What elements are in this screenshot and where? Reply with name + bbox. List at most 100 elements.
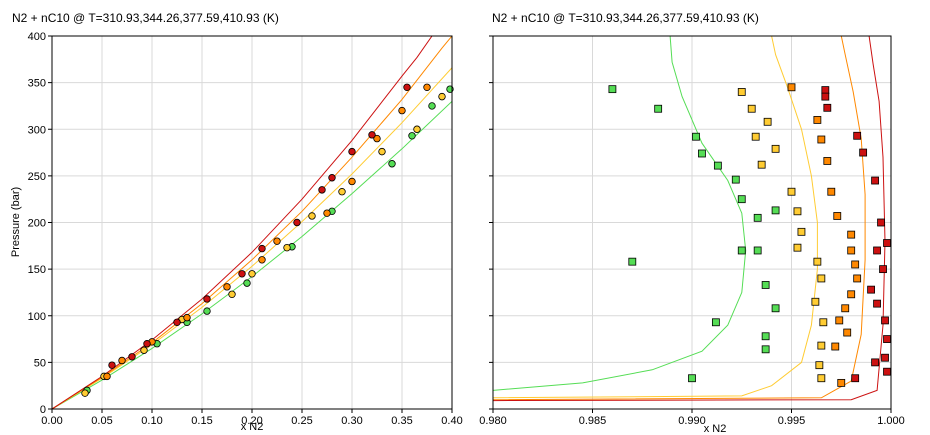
data-point [438,92,446,101]
data-point [731,175,740,184]
series-curve [52,36,452,409]
data-point [413,125,421,133]
data-point [881,353,889,362]
y-tick-label: 350 [28,78,46,90]
left-chart-title: N2 + nC10 @ T=310.93,344.26,377.59,410.9… [12,11,279,25]
data-point [203,295,211,303]
data-point [787,83,796,92]
data-point [851,260,860,269]
data-point [761,345,770,354]
data-point [408,132,416,140]
x-tick-label: 0.40 [441,415,462,427]
data-point [847,290,856,299]
series-curve [493,36,818,399]
data-point [403,83,411,91]
data-point [328,174,336,182]
data-point [248,270,256,278]
left-yaxis-label: Pressure (bar) [10,187,22,257]
data-point [140,346,148,354]
x-tick-label: 0.20 [241,415,262,427]
data-point [143,340,151,348]
data-point [751,132,760,141]
data-point [871,358,879,367]
data-point [823,157,832,165]
data-point [797,227,806,236]
data-point [698,149,706,158]
data-point [793,243,802,252]
data-point [238,270,246,278]
x-tick-label: 0.35 [391,415,412,427]
x-tick-label: 1.000 [877,415,905,427]
data-point [128,353,136,361]
data-point [293,218,301,227]
data-point [771,206,780,215]
data-point [841,304,850,313]
data-point [877,218,885,227]
data-point [737,195,746,204]
data-point [203,307,211,315]
data-point [373,134,381,143]
data-point [183,313,191,322]
data-point [787,187,796,196]
data-point [323,209,331,217]
data-point [692,132,700,141]
data-point [873,246,881,255]
data-point [821,86,830,94]
data-point [757,160,766,169]
data-point [817,374,826,383]
y-tick-label: 50 [34,357,46,369]
data-point [283,243,291,252]
data-point [103,372,111,381]
data-point [831,342,840,351]
data-point [827,187,836,196]
y-tick-label: 0 [40,404,46,416]
data-point [737,88,746,96]
data-point [883,239,891,247]
data-point [811,297,820,306]
data-point [867,285,875,294]
x-tick-label: 0.30 [341,415,362,427]
left-xaxis-label: x N2 [241,421,264,433]
series-curve [52,36,433,409]
data-point [258,244,266,253]
x-tick-label: 0.00 [41,415,62,427]
data-point [819,318,828,327]
data-point [813,116,822,124]
data-point [817,135,826,144]
data-point [871,176,879,185]
data-point [763,117,772,126]
data-point [308,212,316,220]
data-point [843,328,852,337]
data-point [423,83,431,91]
data-point [837,378,846,387]
data-point [118,356,126,365]
data-point [847,246,856,255]
series-curve [493,36,747,391]
data-point [859,148,868,157]
data-point [883,335,891,343]
data-point [753,246,762,255]
x-tick-label: 0.05 [91,415,112,427]
data-point [771,144,780,153]
x-tick-label: 0.980 [479,415,507,427]
data-point [81,389,89,397]
y-tick-label: 250 [28,171,46,183]
data-point [398,106,406,115]
data-point [243,279,251,287]
data-point [258,256,266,264]
x-tick-label: 0.10 [141,415,162,427]
data-point [318,186,326,194]
x-tick-label: 0.985 [579,415,607,427]
data-point [378,147,386,156]
data-point [761,332,770,341]
data-point [368,131,376,139]
data-point [273,237,281,245]
data-point [823,103,832,112]
data-point [879,265,887,274]
data-point [881,316,889,325]
data-point [348,147,356,156]
x-tick-label: 0.25 [291,415,312,427]
y-tick-label: 400 [28,31,46,43]
right-plot-area: 0.980 0.985 0.990 0.995 1.000 x N2 [479,35,905,435]
